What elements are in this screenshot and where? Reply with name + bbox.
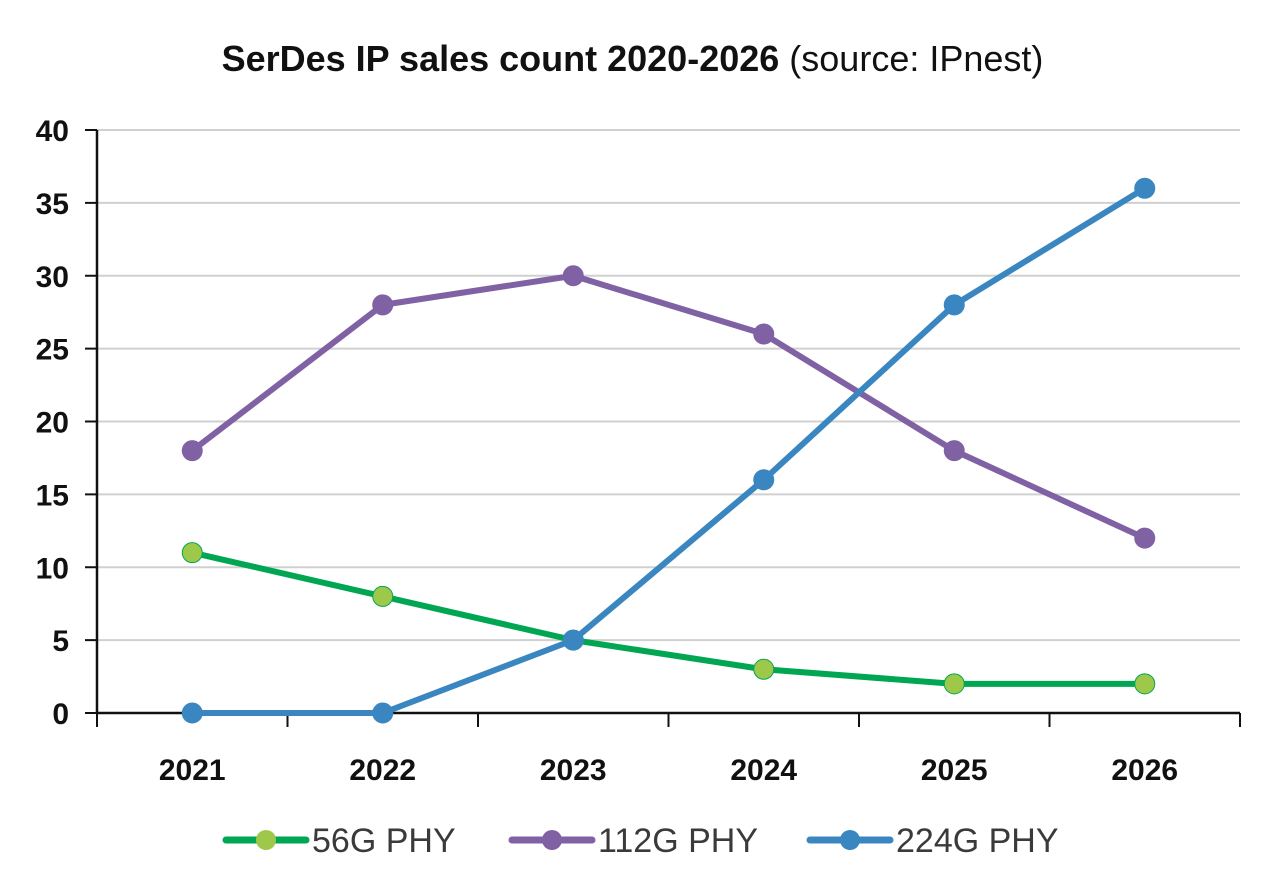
data-point [1134, 527, 1156, 549]
data-point [1134, 673, 1156, 695]
y-tick-label: 40 [36, 115, 69, 148]
data-point [181, 542, 203, 564]
legend-item: 224G PHY [806, 822, 1059, 860]
data-point [372, 294, 394, 316]
data-point [562, 629, 584, 651]
y-tick-label: 0 [52, 698, 69, 731]
x-tick-label: 2023 [540, 754, 607, 787]
x-tick-label: 2021 [159, 754, 226, 787]
y-tick-label: 20 [36, 407, 69, 440]
data-point [181, 440, 203, 462]
chart-title-main: SerDes IP sales count 2020-2026 [221, 38, 780, 79]
legend-label: 224G PHY [896, 822, 1059, 860]
data-point [562, 265, 584, 287]
data-point [372, 585, 394, 607]
y-tick-label: 35 [36, 188, 69, 221]
series-line [191, 549, 1145, 687]
chart-title-source: (source: IPnest) [789, 38, 1044, 79]
legend-item: 56G PHY [222, 822, 456, 860]
data-point [753, 323, 775, 345]
data-point [1134, 177, 1156, 199]
legend-marker [256, 830, 276, 850]
legend-item: 112G PHY [508, 822, 758, 860]
y-tick-label: 15 [36, 479, 69, 512]
data-point [372, 702, 394, 724]
data-point [943, 440, 965, 462]
series-112g-phy [181, 265, 1156, 549]
series-224g-phy [181, 177, 1156, 724]
series-56g-phy [181, 542, 1156, 695]
x-tick-label: 2025 [921, 754, 988, 787]
data-point [181, 702, 203, 724]
legend-marker [840, 830, 860, 850]
data-point [943, 294, 965, 316]
chart-title: SerDes IP sales count 2020-2026 (source:… [0, 38, 1265, 80]
series-line [190, 272, 1147, 541]
data-point [753, 658, 775, 680]
data-point [943, 673, 965, 695]
x-tick-label: 2026 [1111, 754, 1178, 787]
y-tick-label: 30 [36, 261, 69, 294]
y-tick-label: 25 [36, 334, 69, 367]
legend-label: 56G PHY [312, 822, 456, 860]
y-tick-label: 5 [52, 625, 69, 658]
x-tick-label: 2022 [349, 754, 416, 787]
legend-marker [542, 830, 562, 850]
data-point [753, 469, 775, 491]
legend-label: 112G PHY [598, 822, 758, 860]
x-tick-label: 2024 [730, 754, 797, 787]
y-tick-label: 10 [36, 552, 69, 585]
series-line [192, 185, 1147, 716]
